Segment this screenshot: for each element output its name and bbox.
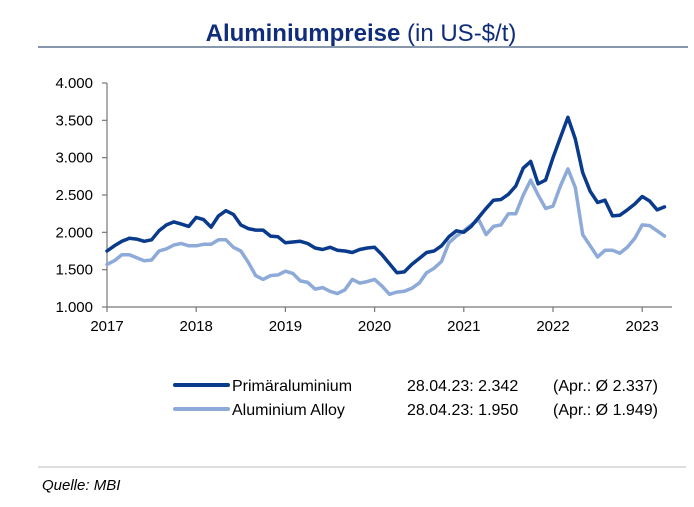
y-tick-label: 2.500 [55, 187, 93, 204]
chart-title: Aluminiumpreise (in US-$/t) [206, 20, 517, 47]
legend-date-alloy: 28.04.23: 1.950 [407, 402, 518, 419]
x-tick-label: 2020 [358, 318, 391, 335]
x-tick-label: 2023 [626, 318, 659, 335]
chart-title-unit: (in US-$/t) [400, 20, 516, 47]
legend: Primäraluminium 28.04.23: 2.342 (Apr.: Ø… [173, 378, 658, 419]
legend-date-primaer: 28.04.23: 2.342 [407, 378, 518, 395]
y-tick-label: 1.000 [55, 299, 93, 316]
legend-avg-alloy: (Apr.: Ø 1.949) [553, 402, 658, 419]
series-line-primaeraluminium [105, 115, 667, 275]
legend-label-primaer: Primäraluminium [232, 378, 352, 395]
legend-label-alloy: Aluminium Alloy [232, 402, 345, 419]
x-tick-label: 2021 [447, 318, 480, 335]
y-tick-label: 2.000 [55, 224, 93, 241]
y-tick-label: 3.000 [55, 150, 93, 167]
series-line-aluminium-alloy [105, 167, 667, 297]
y-tick-label: 3.500 [55, 112, 93, 129]
chart-title-bold: Aluminiumpreise [206, 20, 401, 47]
x-tick-label: 2018 [180, 318, 213, 335]
source-note: Quelle: MBI [42, 477, 120, 494]
x-tick-label: 2022 [536, 318, 569, 335]
y-tick-label: 4.000 [55, 75, 93, 92]
x-tick-label: 2017 [90, 318, 123, 335]
x-tick-label: 2019 [269, 318, 302, 335]
y-tick-label: 1.500 [55, 262, 93, 279]
legend-avg-primaer: (Apr.: Ø 2.337) [553, 378, 658, 395]
